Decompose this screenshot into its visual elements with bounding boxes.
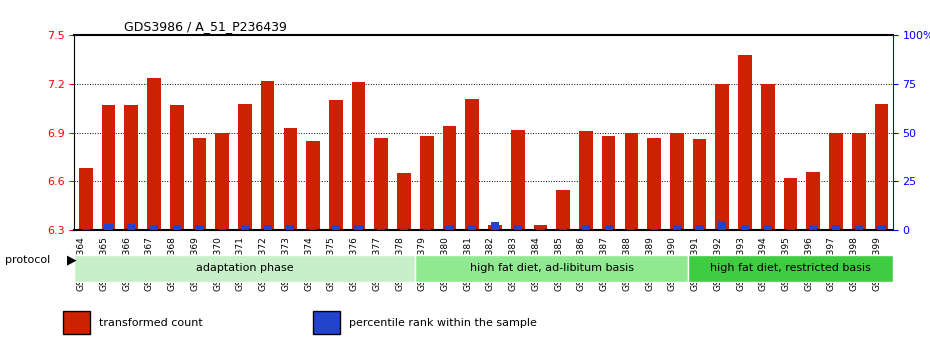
- Bar: [579, 131, 592, 230]
- Bar: [511, 130, 525, 230]
- FancyBboxPatch shape: [63, 312, 90, 334]
- Bar: [79, 169, 93, 230]
- Bar: [693, 139, 707, 230]
- Text: high fat diet, ad-libitum basis: high fat diet, ad-libitum basis: [470, 263, 634, 273]
- Bar: [718, 221, 726, 230]
- Bar: [877, 225, 885, 230]
- Text: percentile rank within the sample: percentile rank within the sample: [349, 318, 537, 328]
- Bar: [468, 225, 476, 230]
- FancyBboxPatch shape: [416, 255, 688, 282]
- FancyBboxPatch shape: [688, 255, 893, 282]
- Bar: [715, 84, 729, 230]
- Bar: [647, 138, 661, 230]
- Bar: [784, 178, 797, 230]
- Bar: [127, 224, 136, 230]
- Bar: [82, 229, 90, 230]
- Text: protocol: protocol: [5, 255, 50, 265]
- Bar: [352, 82, 365, 230]
- Bar: [696, 225, 704, 230]
- Bar: [627, 229, 635, 230]
- Bar: [761, 84, 775, 230]
- Bar: [375, 138, 388, 230]
- Bar: [216, 133, 229, 230]
- Bar: [309, 229, 317, 230]
- Bar: [650, 229, 658, 230]
- Bar: [513, 225, 522, 230]
- Bar: [738, 55, 751, 230]
- Bar: [830, 133, 843, 230]
- Bar: [582, 225, 590, 230]
- Bar: [306, 141, 320, 230]
- Bar: [559, 229, 567, 230]
- Bar: [147, 78, 161, 230]
- Bar: [400, 229, 408, 230]
- Bar: [284, 128, 298, 230]
- Bar: [809, 225, 817, 230]
- Text: adaptation phase: adaptation phase: [196, 263, 294, 273]
- Bar: [101, 105, 115, 230]
- FancyBboxPatch shape: [313, 312, 340, 334]
- Bar: [602, 136, 616, 230]
- Bar: [445, 225, 454, 230]
- Bar: [329, 100, 342, 230]
- Bar: [488, 225, 502, 230]
- Bar: [465, 99, 479, 230]
- Bar: [241, 225, 249, 230]
- Bar: [625, 133, 638, 230]
- Bar: [173, 225, 180, 230]
- Bar: [556, 189, 570, 230]
- Bar: [260, 81, 274, 230]
- Bar: [741, 225, 750, 230]
- Bar: [218, 229, 226, 230]
- Bar: [672, 225, 681, 230]
- Bar: [170, 105, 183, 230]
- Text: ▶: ▶: [67, 254, 76, 267]
- Bar: [604, 225, 613, 230]
- Bar: [422, 229, 431, 230]
- Bar: [537, 229, 545, 230]
- Bar: [443, 126, 457, 230]
- Bar: [354, 225, 363, 230]
- FancyBboxPatch shape: [74, 255, 416, 282]
- Bar: [125, 105, 138, 230]
- Text: GDS3986 / A_51_P236439: GDS3986 / A_51_P236439: [124, 20, 286, 33]
- Bar: [193, 138, 206, 230]
- Bar: [397, 173, 411, 230]
- Bar: [150, 225, 158, 230]
- Bar: [195, 225, 204, 230]
- Bar: [764, 225, 772, 230]
- Bar: [378, 229, 385, 230]
- Bar: [286, 225, 295, 230]
- Bar: [855, 225, 863, 230]
- Bar: [491, 222, 499, 230]
- Text: high fat diet, restricted basis: high fat diet, restricted basis: [711, 263, 870, 273]
- Bar: [238, 103, 252, 230]
- Bar: [831, 225, 840, 230]
- Bar: [420, 136, 433, 230]
- Text: transformed count: transformed count: [99, 318, 203, 328]
- Bar: [534, 225, 547, 230]
- Bar: [852, 133, 866, 230]
- Bar: [787, 229, 794, 230]
- Bar: [670, 133, 684, 230]
- Bar: [806, 172, 820, 230]
- Bar: [874, 103, 888, 230]
- Bar: [104, 224, 113, 230]
- Bar: [263, 225, 272, 230]
- Bar: [332, 225, 340, 230]
